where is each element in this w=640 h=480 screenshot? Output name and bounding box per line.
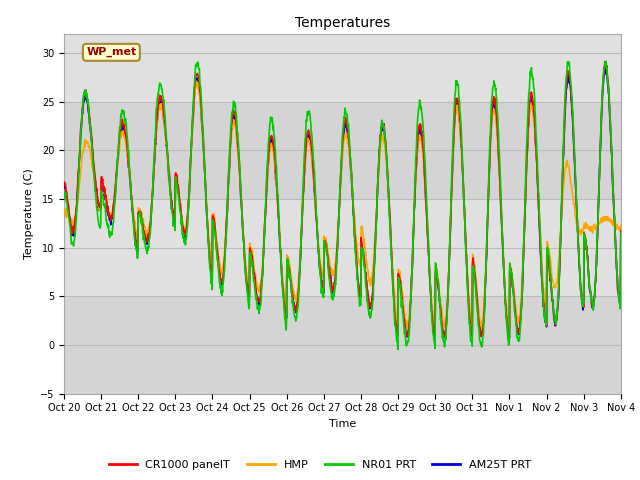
Bar <box>64 199 621 296</box>
Bar <box>64 102 621 199</box>
X-axis label: Time: Time <box>329 419 356 429</box>
Bar <box>64 296 621 394</box>
Legend: CR1000 panelT, HMP, NR01 PRT, AM25T PRT: CR1000 panelT, HMP, NR01 PRT, AM25T PRT <box>104 456 536 474</box>
Bar <box>64 34 621 102</box>
Title: Temperatures: Temperatures <box>295 16 390 30</box>
Text: WP_met: WP_met <box>86 47 136 58</box>
Y-axis label: Temperature (C): Temperature (C) <box>24 168 35 259</box>
